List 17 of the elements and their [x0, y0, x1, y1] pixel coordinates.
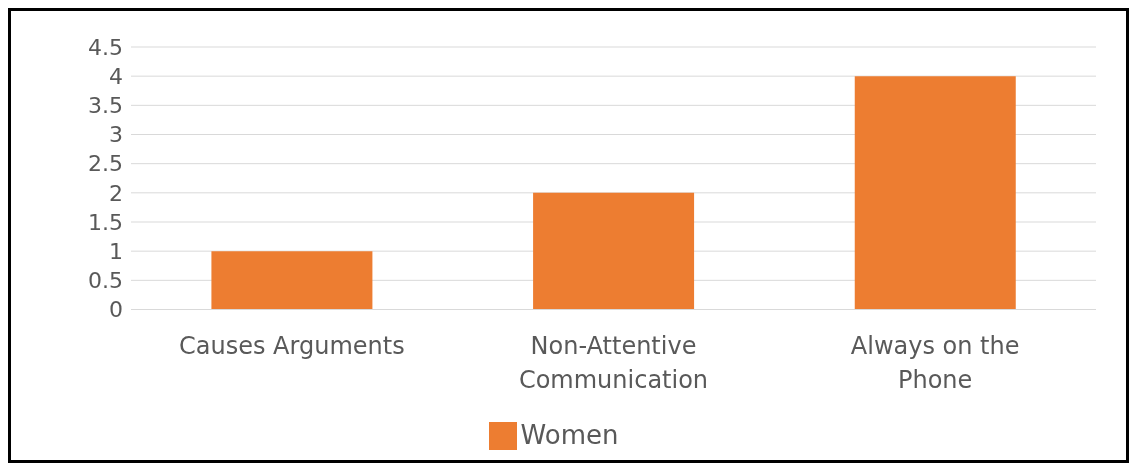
x-tick-label: Always on the Phone — [850, 331, 1020, 394]
y-tick-label: 3 — [109, 122, 123, 148]
y-tick-label: 3.5 — [88, 93, 123, 119]
y-tick-label: 0 — [109, 297, 123, 323]
y-tick-label: 1.5 — [88, 209, 123, 235]
y-tick-label: 4.5 — [88, 34, 123, 60]
x-tick-label: Non-Attentive Communication — [518, 331, 709, 394]
y-tick-label: 0.5 — [88, 268, 123, 294]
y-tick-label: 4 — [109, 63, 123, 89]
legend-label: Women — [520, 419, 619, 450]
y-tick-label: 2 — [109, 180, 123, 206]
bar — [854, 76, 1016, 310]
bar — [211, 251, 373, 310]
y-tick-label: 2.5 — [88, 151, 123, 177]
x-tick-label: Causes Arguments — [179, 331, 405, 360]
bar — [533, 192, 695, 310]
y-tick-label: 1 — [109, 238, 123, 264]
